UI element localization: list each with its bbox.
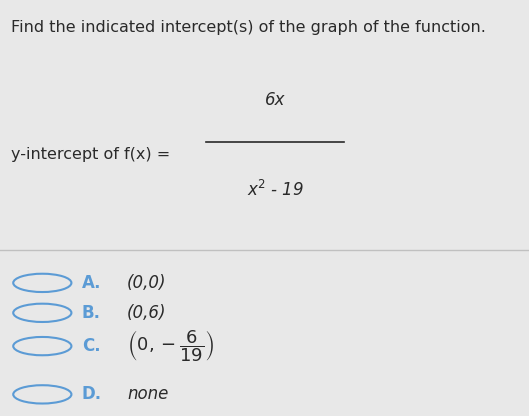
Text: none: none [127, 385, 168, 404]
Text: A.: A. [82, 274, 102, 292]
Text: D.: D. [82, 385, 102, 404]
Text: B.: B. [82, 304, 101, 322]
Text: (0,0): (0,0) [127, 274, 167, 292]
Text: $\left(0, -\dfrac{6}{19}\right)$: $\left(0, -\dfrac{6}{19}\right)$ [127, 328, 214, 364]
Text: C.: C. [82, 337, 101, 355]
Text: 6x: 6x [265, 91, 285, 109]
Text: (0,6): (0,6) [127, 304, 167, 322]
Text: Find the indicated intercept(s) of the graph of the function.: Find the indicated intercept(s) of the g… [11, 20, 486, 35]
Text: x$^2$ - 19: x$^2$ - 19 [247, 180, 304, 200]
Text: y-intercept of f(x) =: y-intercept of f(x) = [11, 147, 170, 162]
